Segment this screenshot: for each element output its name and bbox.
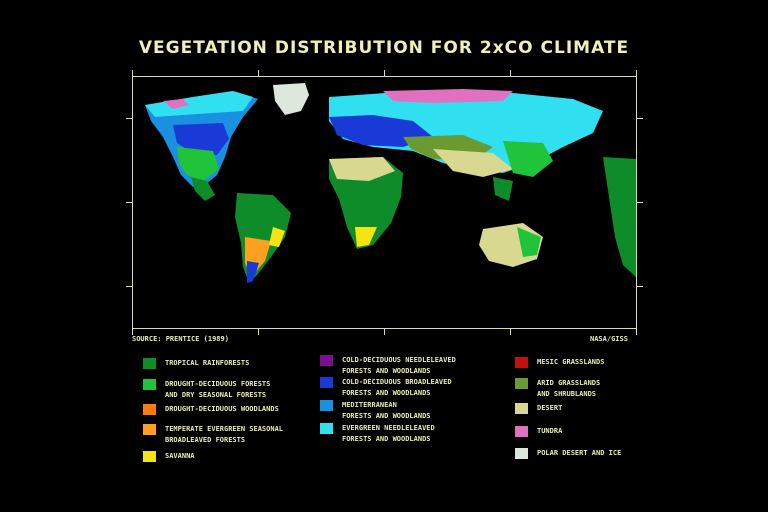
legend-item: POLAR DESERT AND ICE bbox=[515, 448, 621, 459]
legend-swatch bbox=[320, 377, 333, 388]
legend-item: COLD-DECIDUOUS NEEDLELEAVED FORESTS AND … bbox=[320, 355, 456, 377]
legend-item: ARID GRASSLANDS AND SHRUBLANDS bbox=[515, 378, 600, 400]
legend-label: COLD-DECIDUOUS BROADLEAVED FORESTS AND W… bbox=[342, 378, 452, 397]
legend-item: TROPICAL RAINFORESTS bbox=[143, 358, 249, 369]
legend-item: TUNDRA bbox=[515, 426, 562, 437]
legend-swatch bbox=[143, 379, 156, 390]
map-title: VEGETATION DISTRIBUTION FOR 2xCO CLIMATE bbox=[138, 38, 630, 58]
legend-swatch bbox=[143, 358, 156, 369]
legend-item: TEMPERATE EVERGREEN SEASONAL BROADLEAVED… bbox=[143, 424, 283, 446]
world-map-graphic bbox=[145, 83, 636, 283]
legend-label: POLAR DESERT AND ICE bbox=[537, 449, 622, 457]
legend-item: DROUGHT-DECIDUOUS WOODLANDS bbox=[143, 404, 279, 415]
legend-item: COLD-DECIDUOUS BROADLEAVED FORESTS AND W… bbox=[320, 377, 452, 399]
eurasia-landmass bbox=[329, 89, 603, 201]
legend-label: TEMPERATE EVERGREEN SEASONAL BROADLEAVED… bbox=[165, 425, 284, 444]
legend-swatch bbox=[320, 355, 333, 366]
legend-label: COLD-DECIDUOUS NEEDLELEAVED FORESTS AND … bbox=[342, 356, 456, 375]
americas-repeat-landmass bbox=[603, 157, 636, 277]
legend-swatch bbox=[515, 403, 528, 414]
legend-item: DROUGHT-DECIDUOUS FORESTS AND DRY SEASON… bbox=[143, 379, 270, 401]
legend-label: DROUGHT-DECIDUOUS WOODLANDS bbox=[165, 405, 279, 413]
legend-swatch bbox=[143, 451, 156, 462]
legend-label: DESERT bbox=[537, 404, 563, 412]
legend-swatch bbox=[143, 404, 156, 415]
legend-label: EVERGREEN NEEDLELEAVED FORESTS AND WOODL… bbox=[342, 424, 435, 443]
legend-item: MESIC GRASSLANDS bbox=[515, 357, 604, 368]
legend-swatch bbox=[515, 448, 528, 459]
greenland-landmass bbox=[273, 83, 309, 115]
legend-label: TUNDRA bbox=[537, 427, 563, 435]
legend-item: SAVANNA bbox=[143, 451, 195, 462]
legend-item: DESERT bbox=[515, 403, 562, 414]
australia-landmass bbox=[479, 223, 543, 267]
legend-swatch bbox=[515, 357, 528, 368]
legend-swatch bbox=[143, 424, 156, 435]
south-america-landmass bbox=[235, 193, 291, 283]
north-america-landmass bbox=[145, 91, 258, 201]
legend-item: EVERGREEN NEEDLELEAVED FORESTS AND WOODL… bbox=[320, 423, 435, 445]
legend-swatch bbox=[320, 400, 333, 411]
credit-label: NASA/GISS bbox=[590, 335, 628, 343]
source-citation: SOURCE: PRENTICE (1989) bbox=[132, 335, 229, 343]
legend-label: TROPICAL RAINFORESTS bbox=[165, 359, 250, 367]
legend-label: MEDITERRANEAN FORESTS AND WOODLANDS bbox=[342, 401, 431, 420]
africa-landmass bbox=[329, 157, 403, 249]
world-vegetation-map bbox=[132, 76, 637, 329]
legend-swatch bbox=[320, 423, 333, 434]
legend-swatch bbox=[515, 378, 528, 389]
legend-label: SAVANNA bbox=[165, 452, 195, 460]
legend-item: MEDITERRANEAN FORESTS AND WOODLANDS bbox=[320, 400, 431, 422]
legend-label: MESIC GRASSLANDS bbox=[537, 358, 605, 366]
legend-label: ARID GRASSLANDS AND SHRUBLANDS bbox=[537, 379, 601, 398]
legend-swatch bbox=[515, 426, 528, 437]
legend-label: DROUGHT-DECIDUOUS FORESTS AND DRY SEASON… bbox=[165, 380, 271, 399]
